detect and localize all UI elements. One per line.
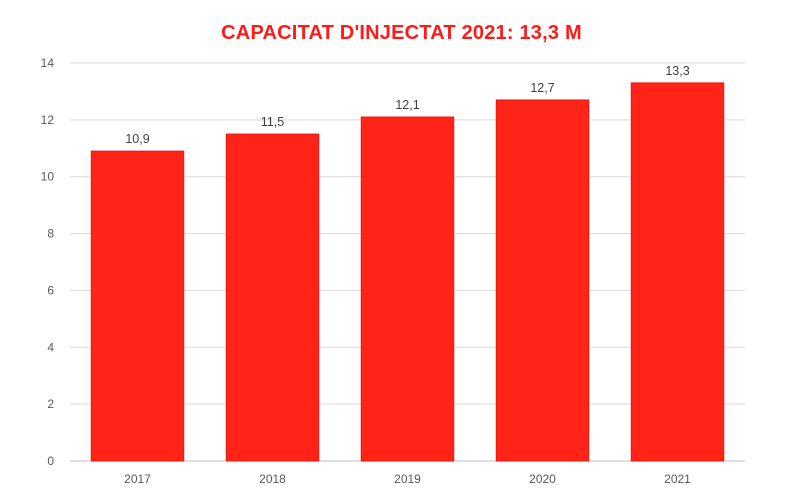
x-tick-label: 2020 — [529, 472, 556, 486]
data-label: 13,3 — [665, 64, 689, 78]
data-labels: 10,9 11,5 12,1 12,7 13,3 — [125, 64, 689, 146]
x-tick-label: 2018 — [259, 472, 286, 486]
bar — [495, 99, 590, 462]
y-tick-label: 6 — [47, 283, 54, 297]
y-tick-label: 4 — [47, 340, 54, 354]
bar — [360, 116, 455, 462]
y-tick-label: 10 — [41, 170, 55, 184]
bars — [90, 82, 725, 462]
x-tick-label: 2017 — [124, 472, 151, 486]
bar — [90, 150, 185, 462]
data-label: 10,9 — [125, 132, 149, 146]
bar — [630, 82, 725, 462]
chart-title: CAPACITAT D'INJECTAT 2021: 13,3 M — [221, 22, 582, 44]
y-tick-label: 8 — [47, 227, 54, 241]
y-tick-label: 0 — [47, 454, 54, 468]
x-axis-ticks: 2017 2018 2019 2020 2021 — [124, 472, 691, 486]
x-tick-label: 2021 — [664, 472, 691, 486]
y-tick-label: 2 — [47, 397, 54, 411]
y-tick-label: 14 — [41, 56, 55, 70]
data-label: 12,7 — [530, 81, 554, 95]
data-label: 11,5 — [261, 115, 284, 129]
x-tick-label: 2019 — [394, 472, 421, 486]
bar — [225, 133, 320, 462]
y-axis-ticks: 0 2 4 6 8 10 12 14 — [41, 56, 55, 468]
y-tick-label: 12 — [41, 113, 55, 127]
data-label: 12,1 — [395, 98, 419, 112]
